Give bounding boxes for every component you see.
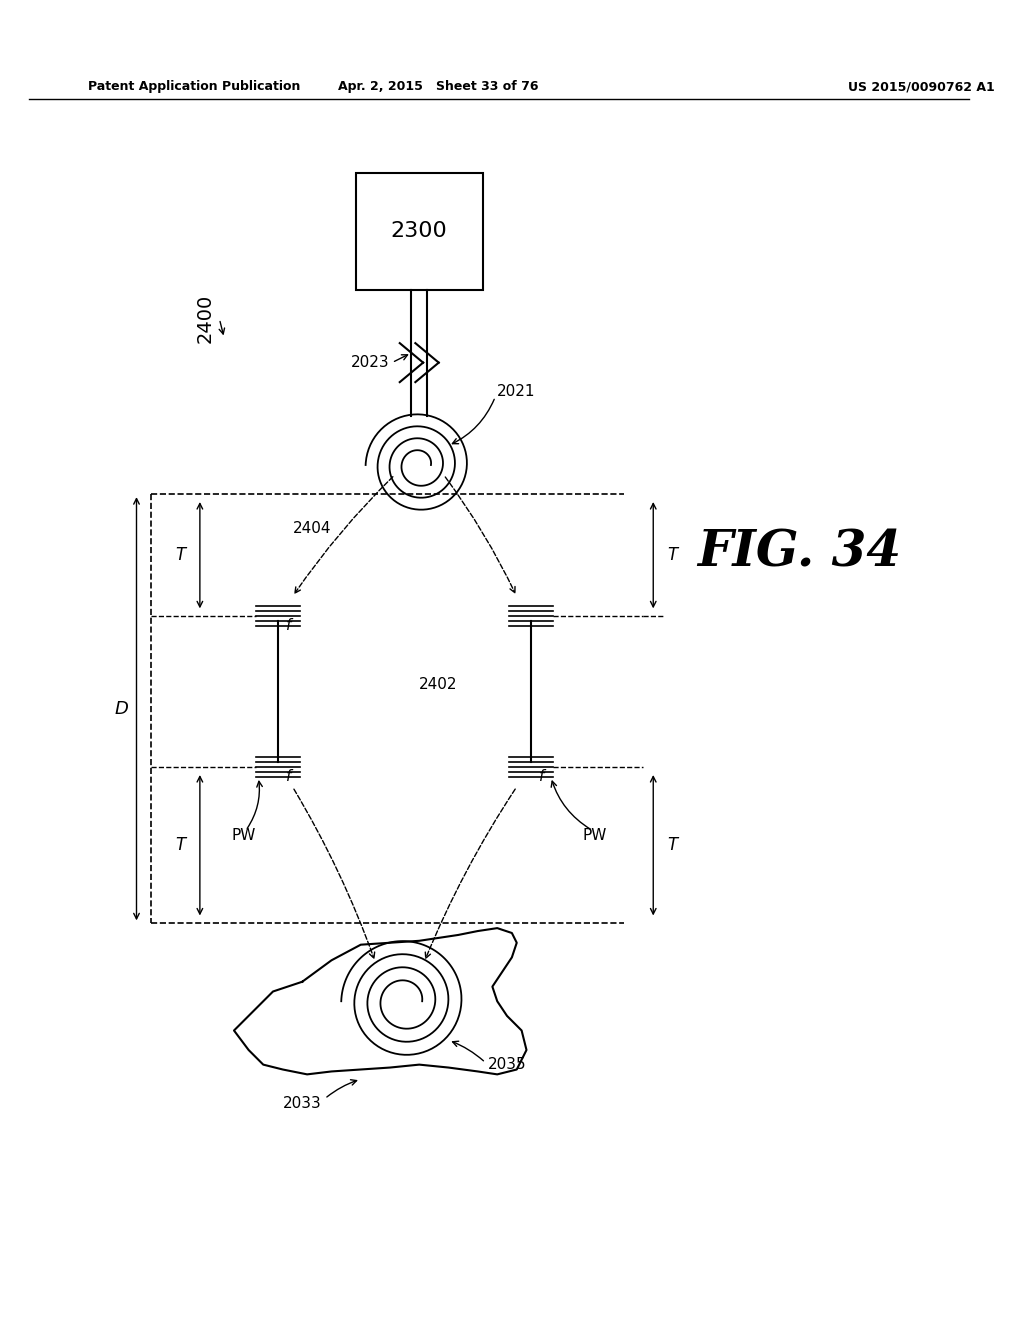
Bar — [356, 173, 482, 289]
Text: 2023: 2023 — [351, 355, 390, 370]
Text: T: T — [668, 837, 678, 854]
Text: T: T — [175, 837, 185, 854]
Text: FIG. 34: FIG. 34 — [697, 528, 901, 577]
Text: 2402: 2402 — [419, 677, 458, 692]
Text: Apr. 2, 2015   Sheet 33 of 76: Apr. 2, 2015 Sheet 33 of 76 — [339, 81, 539, 94]
Text: PW: PW — [231, 828, 256, 843]
Text: 2300: 2300 — [391, 220, 447, 242]
Text: 2021: 2021 — [498, 384, 536, 400]
Text: Patent Application Publication: Patent Application Publication — [88, 81, 300, 94]
Text: US 2015/0090762 A1: US 2015/0090762 A1 — [848, 81, 995, 94]
Text: T: T — [175, 546, 185, 564]
Text: PW: PW — [583, 828, 607, 843]
Text: f: f — [286, 770, 291, 784]
Text: T: T — [668, 546, 678, 564]
Text: 2035: 2035 — [487, 1057, 526, 1072]
Text: f: f — [286, 618, 291, 634]
Text: 2033: 2033 — [283, 1096, 322, 1111]
Text: 2404: 2404 — [293, 521, 332, 536]
Text: 2400: 2400 — [196, 294, 214, 343]
Text: f: f — [540, 770, 545, 784]
Text: D: D — [115, 700, 129, 718]
